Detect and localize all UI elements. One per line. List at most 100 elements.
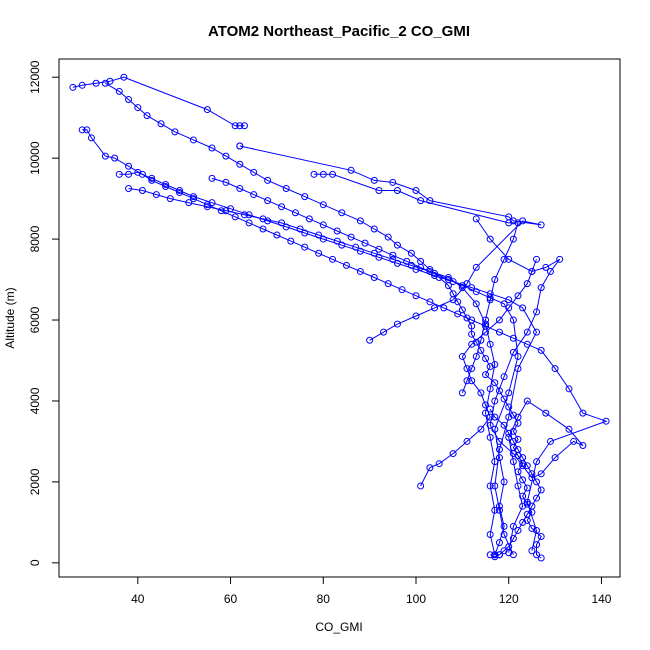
data-point — [380, 328, 388, 336]
data-point — [333, 227, 341, 235]
data-point — [389, 251, 397, 259]
data-point — [412, 312, 420, 320]
data-point — [398, 286, 406, 294]
data-point — [486, 551, 494, 559]
data-point — [533, 255, 541, 263]
data-point — [222, 152, 230, 160]
series — [208, 174, 522, 559]
series-line — [105, 82, 542, 559]
data-point — [602, 417, 610, 425]
data-point — [236, 142, 244, 150]
data-point — [115, 87, 123, 95]
data-point — [203, 203, 211, 211]
data-point — [486, 413, 494, 421]
data-point — [495, 502, 503, 510]
data-point — [519, 492, 527, 500]
data-point — [347, 166, 355, 174]
data-point — [319, 201, 327, 209]
data-point — [482, 328, 490, 336]
data-point — [519, 462, 527, 470]
data-point — [468, 340, 476, 348]
data-point — [551, 365, 559, 373]
data-point — [491, 397, 499, 405]
data-point — [514, 446, 522, 454]
data-point — [338, 209, 346, 217]
data-point — [537, 346, 545, 354]
data-point — [495, 316, 503, 324]
data-point — [509, 551, 517, 559]
data-point — [528, 474, 536, 482]
data-point — [491, 361, 499, 369]
data-point — [370, 274, 378, 282]
data-point — [486, 296, 494, 304]
data-point — [278, 203, 286, 211]
data-point — [426, 265, 434, 273]
data-point — [463, 377, 471, 385]
data-point — [505, 403, 513, 411]
x-axis-label: CO_GMI — [315, 620, 362, 634]
data-point — [491, 276, 499, 284]
x-tick-label: 40 — [131, 592, 145, 606]
series — [115, 168, 541, 559]
data-point — [491, 506, 499, 514]
data-point — [509, 235, 517, 243]
data-point — [393, 241, 401, 249]
data-point — [565, 385, 573, 393]
data-point — [486, 433, 494, 441]
data-point — [505, 304, 513, 312]
data-point — [514, 526, 522, 534]
data-point — [370, 249, 378, 257]
data-point — [509, 450, 517, 458]
data-point — [384, 280, 392, 288]
x-tick-label: 120 — [499, 592, 519, 606]
data-point — [468, 284, 476, 292]
data-point — [259, 215, 267, 223]
data-point — [570, 437, 578, 445]
data-point — [134, 104, 142, 112]
data-point — [250, 168, 258, 176]
data-point — [431, 304, 439, 312]
data-point — [319, 170, 327, 178]
data-point — [444, 274, 452, 282]
data-point — [356, 267, 364, 275]
data-point — [449, 278, 457, 286]
data-point — [454, 298, 462, 306]
series — [417, 255, 541, 490]
data-point — [375, 187, 383, 195]
data-point — [514, 352, 522, 360]
data-point — [509, 437, 517, 445]
data-point — [69, 83, 77, 91]
data-point — [500, 522, 508, 530]
data-point — [444, 276, 452, 284]
data-point — [101, 79, 109, 87]
data-point — [148, 174, 156, 182]
data-point — [125, 170, 133, 178]
data-point — [537, 470, 545, 478]
chart-title: ATOM2 Northeast_Pacific_2 CO_GMI — [208, 23, 470, 40]
series — [236, 142, 545, 344]
data-point — [301, 193, 309, 201]
data-point — [537, 533, 545, 541]
data-point — [505, 543, 513, 551]
data-point — [542, 409, 550, 417]
data-point — [486, 421, 494, 429]
data-point — [310, 170, 318, 178]
data-point — [495, 539, 503, 547]
data-point — [500, 421, 508, 429]
series-line — [475, 218, 584, 553]
data-point — [458, 352, 466, 360]
data-point — [565, 425, 573, 433]
data-point — [435, 460, 443, 468]
data-point — [528, 470, 536, 478]
data-point — [500, 395, 508, 403]
data-point — [509, 348, 517, 356]
data-point — [231, 213, 239, 221]
data-point — [417, 197, 425, 205]
data-point — [468, 377, 476, 385]
series-line — [211, 177, 519, 556]
data-point — [482, 401, 490, 409]
data-point — [301, 243, 309, 251]
data-point — [514, 292, 522, 300]
data-point — [282, 185, 290, 192]
